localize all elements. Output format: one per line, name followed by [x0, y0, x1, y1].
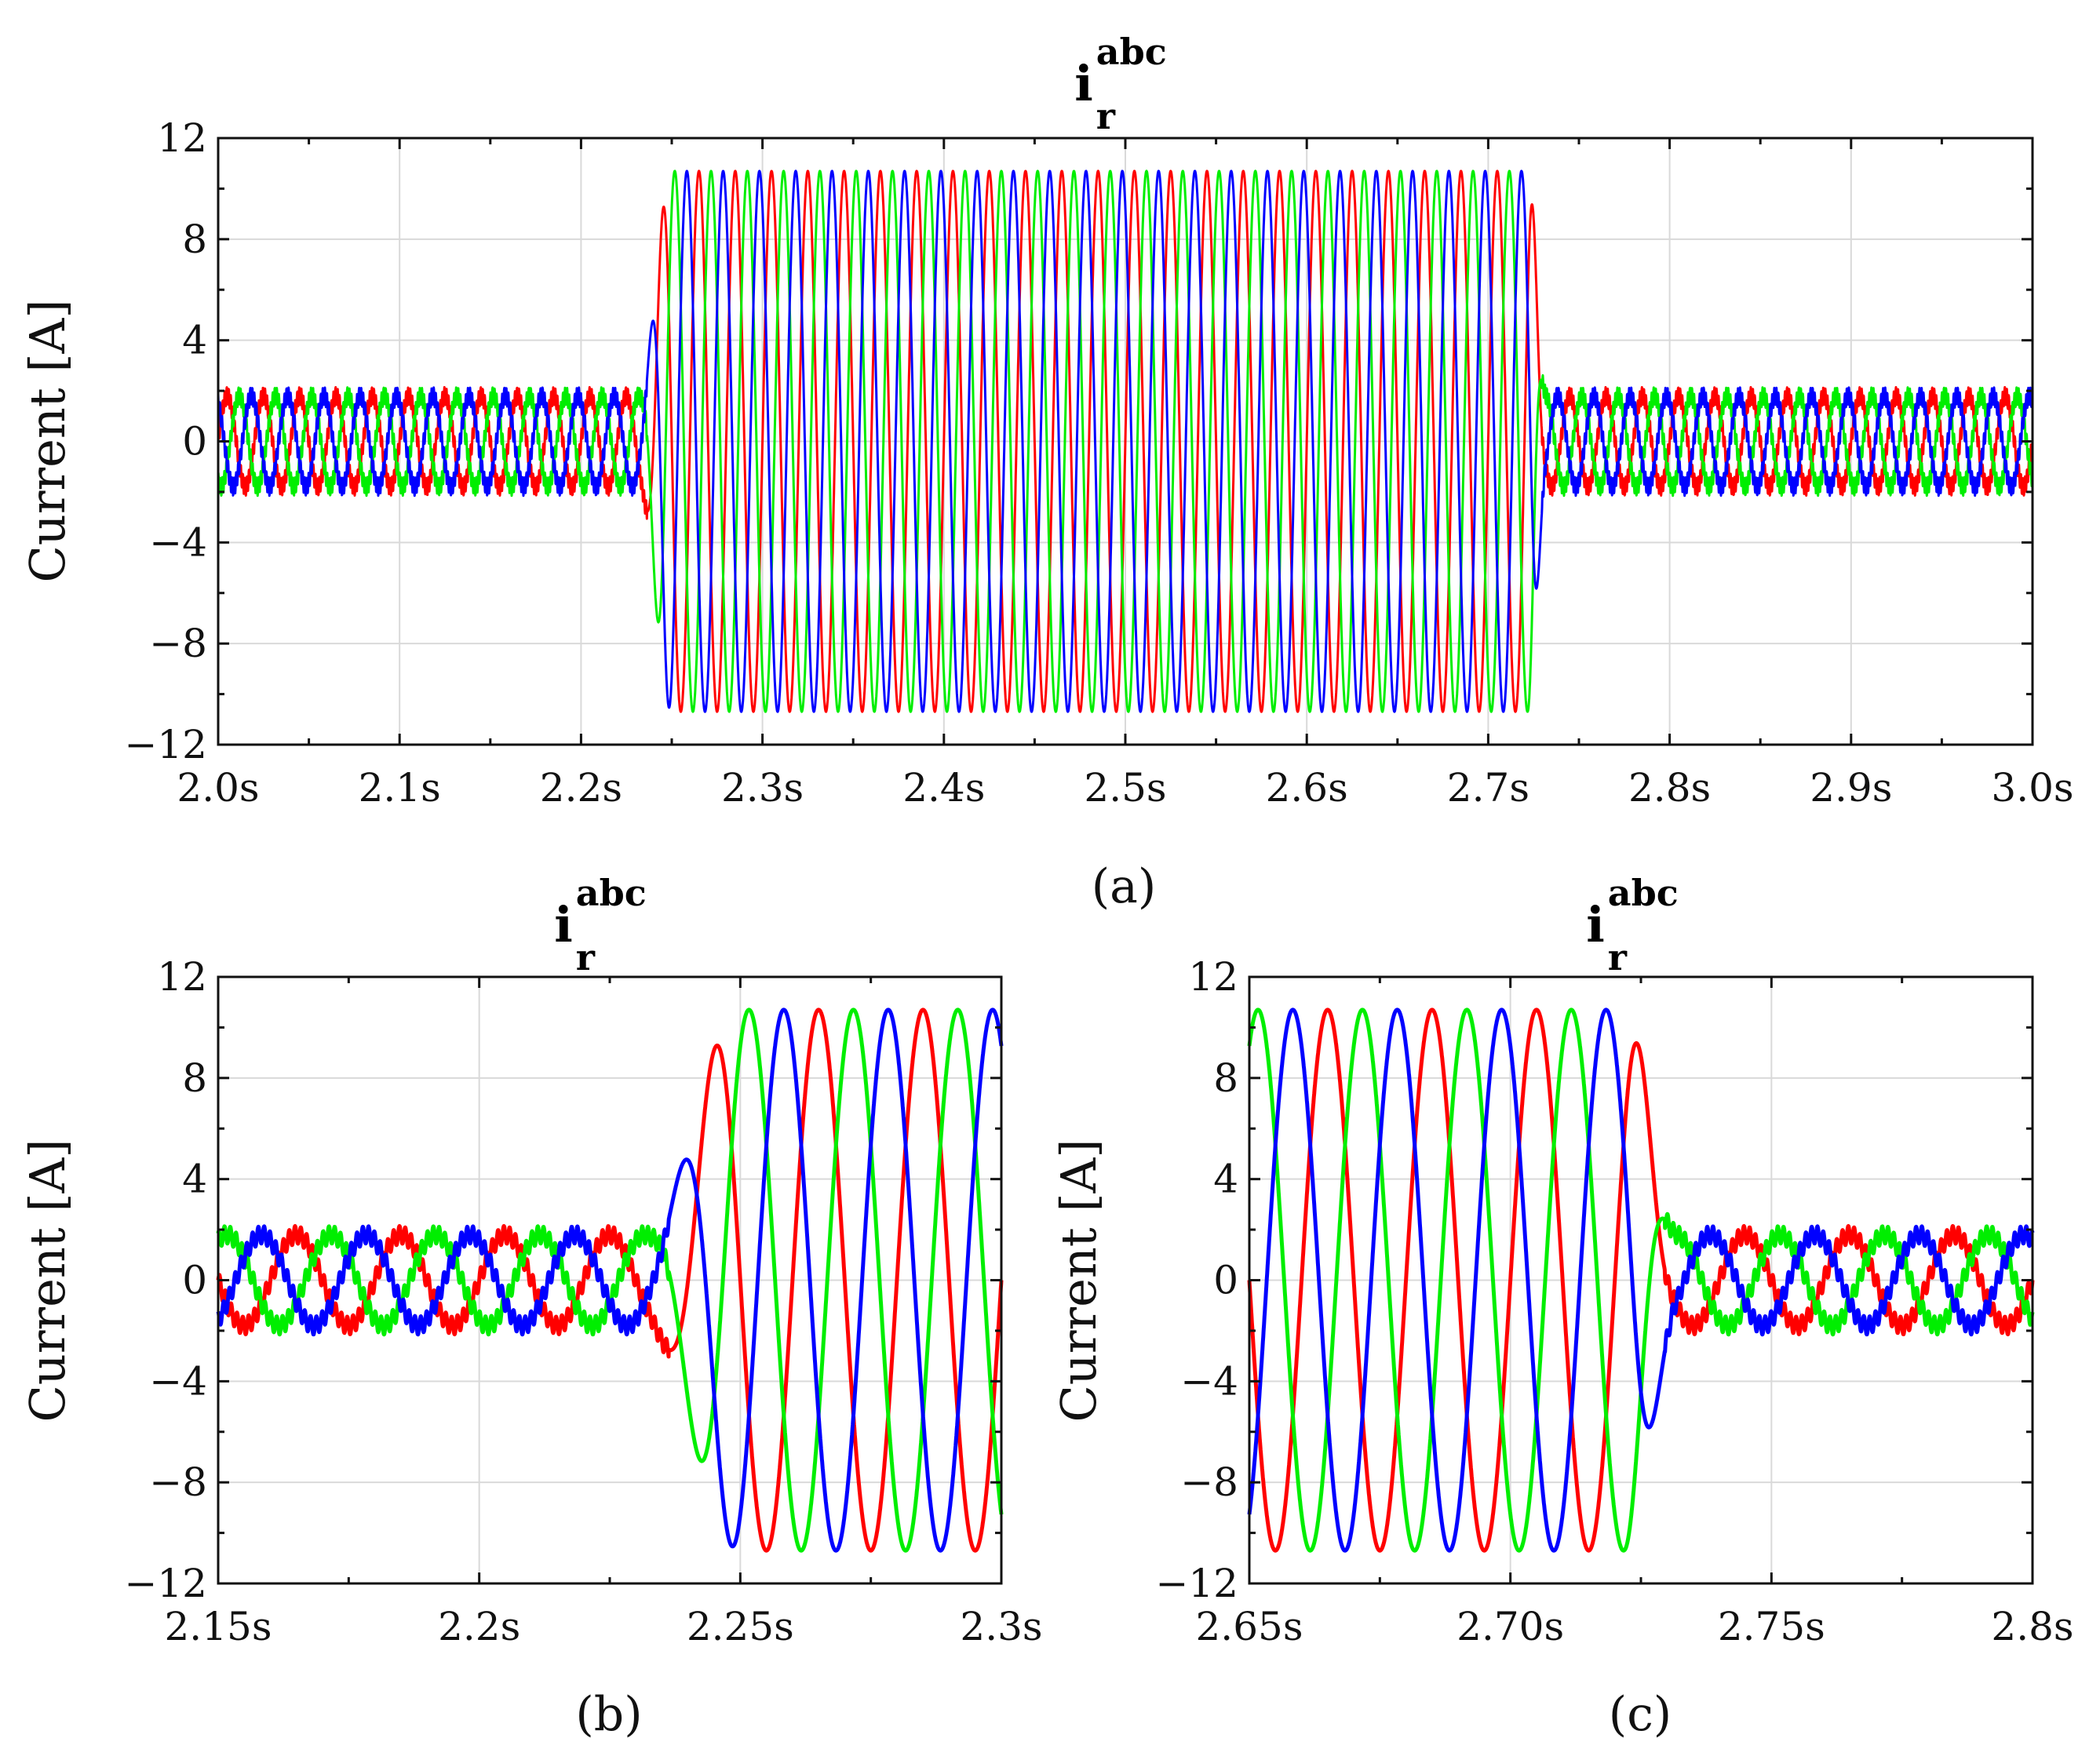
- panel-a-xtick-label: 2.9s: [1810, 765, 1892, 811]
- panel-c-title-sub: r: [1608, 936, 1628, 978]
- panel-a-ytick-label: 8: [182, 217, 207, 262]
- panel-a-ytick-label: 0: [182, 419, 207, 465]
- panel-b-caption: (b): [575, 1687, 642, 1742]
- panel-b-ytick-label: −8: [149, 1459, 207, 1505]
- panel-a-title-sub: r: [1096, 95, 1116, 137]
- panel-a-xtick-label: 2.8s: [1628, 765, 1711, 811]
- panel-a-series: [217, 169, 2034, 713]
- panel-b-grid: [218, 977, 1001, 1583]
- panel-a-series-c-line: [217, 169, 2034, 713]
- panel-b-ytick-label: 4: [182, 1157, 207, 1202]
- panel-b-xtick-label: 2.25s: [687, 1604, 794, 1649]
- panel-a-ytick-label: −8: [149, 621, 207, 666]
- panel-b-chart: 2.15s 2.2s 2.25s 2.3s −12 −8 −4 0 4 8 12 Current […: [19, 872, 1043, 1742]
- panel-c-xtick-label: 2.65s: [1196, 1604, 1303, 1649]
- panel-c-ylabel: Current [A]: [1050, 1139, 1107, 1422]
- panel-a-ticks: 2.0s 2.1s 2.2s 2.3s 2.4s 2.5s 2.6s 2.7s 2.8s 2.9s…: [124, 115, 2073, 811]
- panel-a-title: iabc r: [1074, 31, 1167, 137]
- panel-c-ytick-label: 12: [1188, 954, 1238, 1000]
- panel-c-title: iabc r: [1586, 872, 1679, 978]
- panel-b-ytick-label: −12: [124, 1561, 207, 1606]
- panel-a-xtick-label: 2.7s: [1447, 765, 1529, 811]
- panel-b-series-c-line: [216, 1008, 1004, 1553]
- panel-c-ytick-label: 8: [1213, 1055, 1238, 1101]
- panel-b-ylabel: Current [A]: [19, 1139, 76, 1422]
- panel-b-series: [216, 1008, 1004, 1553]
- panel-a-series-b-line: [217, 169, 2034, 713]
- panel-c-caption: (c): [1609, 1687, 1672, 1742]
- panel-c-ytick-label: −8: [1180, 1459, 1238, 1505]
- panel-a-xtick-label: 2.5s: [1084, 765, 1166, 811]
- panel-a-ytick-label: 12: [157, 115, 207, 161]
- panel-b-ticks: 2.15s 2.2s 2.25s 2.3s −12 −8 −4 0 4 8 12: [124, 954, 1042, 1649]
- panel-a-caption: (a): [1092, 859, 1157, 914]
- panel-b-ytick-label: 0: [182, 1258, 207, 1303]
- panel-a-title-base: i: [1074, 55, 1093, 112]
- panel-a-chart: 2.0s 2.1s 2.2s 2.3s 2.4s 2.5s 2.6s 2.7s 2.8s 2.9s…: [19, 31, 2074, 914]
- panel-c-ticks: 2.65s 2.70s 2.75s 2.8s −12 −8 −4 0 4 8 12: [1155, 954, 2073, 1649]
- panel-a-xtick-label: 2.0s: [177, 765, 259, 811]
- panel-c-ytick-label: −4: [1180, 1358, 1238, 1404]
- panel-c-series-c-line: [1247, 1008, 2035, 1553]
- panel-c-xtick-label: 2.70s: [1457, 1604, 1564, 1649]
- panel-a-xtick-label: 2.2s: [540, 765, 622, 811]
- panel-b-xtick-label: 2.2s: [438, 1604, 520, 1649]
- panel-a-xtick-label: 2.1s: [359, 765, 441, 811]
- panel-a-ytick-label: −12: [124, 722, 207, 767]
- panel-a-xtick-label: 2.6s: [1266, 765, 1348, 811]
- panel-c-xtick-label: 2.8s: [1991, 1604, 2073, 1649]
- panel-b-title-sup: abc: [576, 872, 647, 914]
- panel-a-xtick-label: 2.3s: [721, 765, 804, 811]
- panel-b-ytick-label: 12: [157, 954, 207, 1000]
- panel-b-xtick-label: 2.3s: [960, 1604, 1042, 1649]
- panel-a-title-sup: abc: [1096, 31, 1167, 73]
- panel-a-xtick-label: 2.4s: [902, 765, 985, 811]
- panel-a-xtick-label: 3.0s: [1991, 765, 2073, 811]
- panel-a-ylabel: Current [A]: [19, 299, 76, 582]
- panel-c-ytick-label: 0: [1213, 1258, 1238, 1303]
- panel-c-title-base: i: [1586, 896, 1605, 953]
- panel-c-ytick-label: −12: [1155, 1561, 1238, 1606]
- panel-b-title-base: i: [554, 896, 573, 953]
- panel-a-ytick-label: 4: [182, 318, 207, 363]
- panel-b-title-sub: r: [576, 936, 596, 978]
- panel-c-series-a-line: [1247, 1008, 2035, 1553]
- panel-c-ytick-label: 4: [1213, 1157, 1238, 1202]
- panel-b-ytick-label: −4: [149, 1358, 207, 1404]
- panel-c-title-sup: abc: [1608, 872, 1679, 914]
- panel-c-xtick-label: 2.75s: [1718, 1604, 1825, 1649]
- panel-c-chart: 2.65s 2.70s 2.75s 2.8s −12 −8 −4 0 4 8 12 Current …: [1050, 872, 2074, 1742]
- panel-b-ytick-label: 8: [182, 1055, 207, 1101]
- panel-a-ytick-label: −4: [149, 519, 207, 565]
- panel-b-xtick-label: 2.15s: [165, 1604, 272, 1649]
- panel-b-title: iabc r: [554, 872, 647, 978]
- panel-a-series-a-line: [217, 169, 2034, 713]
- panel-b-series-a-line: [216, 1008, 1004, 1553]
- panel-c-series: [1247, 1008, 2035, 1553]
